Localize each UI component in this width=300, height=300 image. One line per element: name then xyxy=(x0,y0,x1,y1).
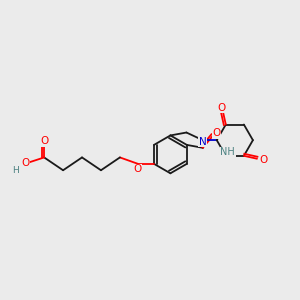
Text: O: O xyxy=(259,155,268,165)
Text: N: N xyxy=(199,136,207,147)
Text: NH: NH xyxy=(220,147,235,157)
Text: O: O xyxy=(217,103,226,113)
Text: O: O xyxy=(133,164,142,174)
Text: H: H xyxy=(13,166,19,175)
Text: O: O xyxy=(22,158,30,168)
Text: O: O xyxy=(40,136,48,146)
Text: O: O xyxy=(212,128,220,138)
